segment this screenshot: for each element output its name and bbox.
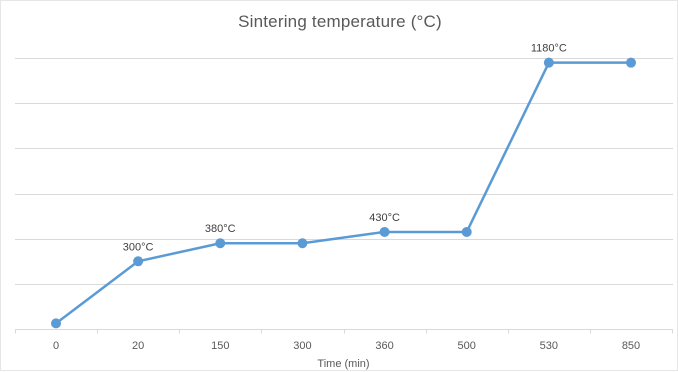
gridlines (15, 58, 673, 330)
series-layer (51, 57, 636, 329)
data-label: 1180°C (531, 43, 567, 55)
x-tick-label: 530 (540, 340, 558, 352)
x-tick-label: 300 (293, 340, 311, 352)
data-point (133, 256, 144, 267)
data-label: 430°C (369, 212, 400, 224)
data-point (51, 318, 61, 329)
x-tick-label: 0 (53, 340, 59, 352)
data-point (626, 57, 636, 68)
data-point (543, 57, 554, 68)
series-line (54, 61, 633, 325)
chart-title: Sintering temperature (°C) (238, 12, 442, 31)
x-tick-label: 850 (622, 340, 640, 352)
x-tick-label: 500 (458, 340, 476, 352)
x-axis-title: Time (min) (317, 358, 369, 370)
x-tick-label: 150 (211, 340, 229, 352)
data-label: 380°C (205, 223, 236, 235)
x-axis: 0 20 150 300 360 500 530 850 (15, 329, 673, 352)
data-point (379, 226, 390, 237)
data-point (297, 238, 308, 249)
data-label: 300°C (123, 241, 154, 253)
x-tick-label: 20 (132, 340, 144, 352)
x-tick-label: 360 (375, 340, 393, 352)
data-labels: 300°C 380°C 430°C 1180°C (123, 43, 567, 254)
data-point (461, 226, 472, 237)
data-point (215, 238, 226, 249)
